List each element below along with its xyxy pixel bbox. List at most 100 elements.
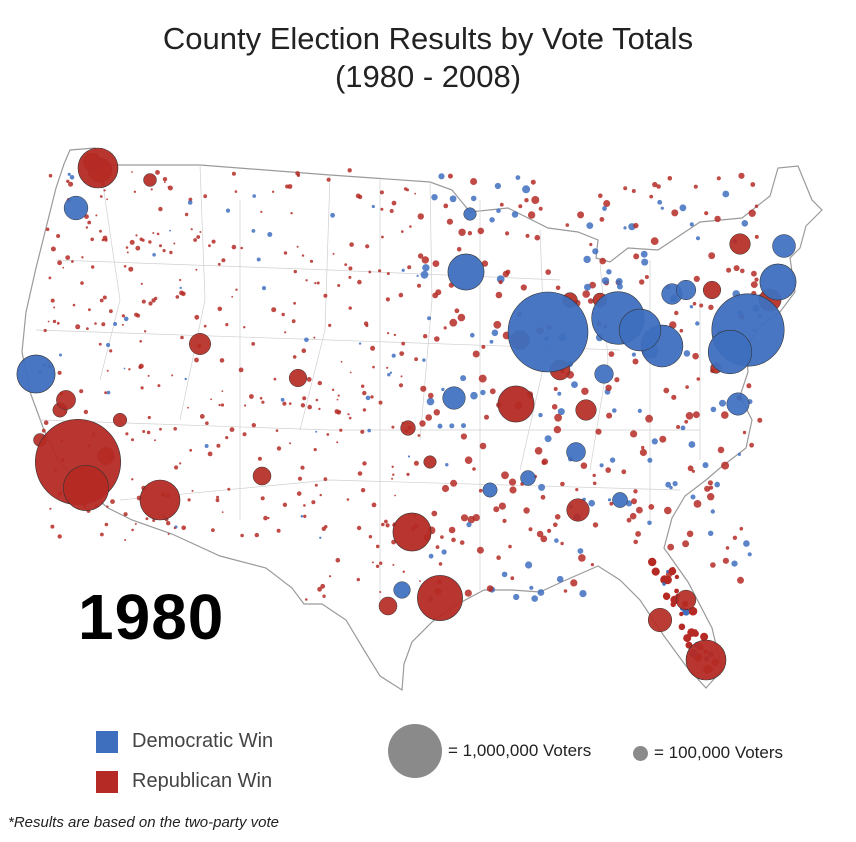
county-dot: [221, 258, 226, 263]
county-dot: [313, 336, 316, 339]
county-dot: [99, 195, 103, 198]
county-dot: [344, 263, 348, 266]
county-dot: [290, 212, 293, 215]
county-circles: [16, 147, 797, 681]
county-dot: [665, 481, 672, 488]
county-circle: [702, 280, 722, 300]
county-dot: [251, 229, 256, 233]
county-dot: [449, 318, 458, 327]
county-dot: [419, 580, 421, 583]
county-dot: [316, 281, 320, 285]
county-dot: [557, 408, 565, 416]
county-dot: [135, 234, 138, 237]
county-dot: [303, 504, 306, 507]
county-dot: [454, 308, 460, 314]
county-dot: [357, 194, 363, 200]
county-dot: [187, 498, 191, 502]
county-dot: [48, 173, 53, 178]
county-dot: [645, 414, 653, 423]
county-dot: [648, 504, 655, 510]
county-dot: [123, 265, 127, 268]
county-dot: [231, 244, 237, 250]
county-dot: [225, 208, 231, 213]
county-dot: [109, 309, 113, 314]
county-dot: [317, 380, 322, 386]
county-dot: [553, 387, 558, 391]
county-dot: [139, 237, 143, 241]
county-dot: [306, 377, 312, 382]
county-dot: [423, 334, 428, 339]
county-dot: [555, 285, 561, 291]
county-dot: [612, 408, 617, 413]
county-circle: [423, 455, 437, 469]
county-dot: [300, 403, 306, 408]
county-dot: [297, 476, 303, 481]
county-dot: [375, 564, 380, 568]
county-dot: [106, 342, 111, 348]
county-dot: [334, 409, 340, 414]
county-dot: [52, 319, 57, 324]
county-dot: [710, 562, 716, 568]
county-dot: [147, 415, 151, 420]
county-dot: [648, 557, 657, 567]
county-dot: [194, 357, 199, 363]
county-dot: [680, 425, 686, 431]
county-dot: [300, 515, 304, 518]
county-dot: [275, 429, 279, 432]
county-dot: [598, 193, 603, 198]
county-dot: [216, 495, 220, 499]
county-dot: [207, 451, 213, 457]
county-dot: [664, 506, 672, 515]
county-dot: [739, 526, 744, 531]
county-dot: [690, 494, 696, 500]
county-dot: [169, 229, 172, 232]
county-dot: [284, 331, 287, 334]
county-dot: [309, 259, 314, 263]
county-dot: [538, 483, 546, 491]
county-dot: [356, 525, 362, 531]
county-dot: [75, 324, 81, 330]
county-circle: [393, 581, 411, 599]
major-county-circle: [685, 639, 727, 681]
county-dot: [615, 278, 623, 285]
county-dot: [609, 457, 616, 463]
county-dot: [489, 217, 495, 223]
county-dot: [554, 514, 561, 520]
county-dot: [716, 176, 721, 181]
county-circle: [520, 470, 536, 486]
county-dot: [740, 268, 745, 274]
county-dot: [692, 301, 697, 306]
county-dot: [731, 560, 738, 567]
county-dot: [651, 438, 658, 445]
county-dot: [56, 321, 60, 325]
county-dot: [251, 342, 256, 346]
major-county-circle: [507, 291, 589, 373]
county-dot: [326, 433, 330, 436]
legend-republican: Republican Win: [96, 770, 272, 793]
county-dot: [330, 212, 335, 218]
county-dot: [88, 308, 91, 312]
county-dot: [663, 387, 670, 394]
county-dot: [276, 446, 282, 451]
county-dot: [633, 539, 638, 545]
county-dot: [43, 328, 47, 333]
county-dot: [140, 386, 144, 390]
county-dot: [225, 323, 229, 327]
county-dot: [159, 244, 162, 248]
county-dot: [421, 256, 429, 264]
county-dot: [757, 417, 763, 423]
county-dot: [323, 293, 328, 298]
county-dot: [357, 279, 362, 285]
county-dot: [527, 211, 536, 219]
state-border-line: [119, 479, 681, 501]
county-dot: [360, 429, 365, 434]
county-dot: [57, 534, 62, 539]
county-dot: [493, 506, 500, 513]
county-dot: [660, 206, 664, 210]
county-dot: [81, 256, 84, 259]
county-dot: [702, 462, 709, 469]
county-dot: [336, 441, 339, 444]
county-dot: [167, 186, 170, 189]
county-circle: [772, 234, 796, 258]
county-dot: [362, 390, 367, 396]
